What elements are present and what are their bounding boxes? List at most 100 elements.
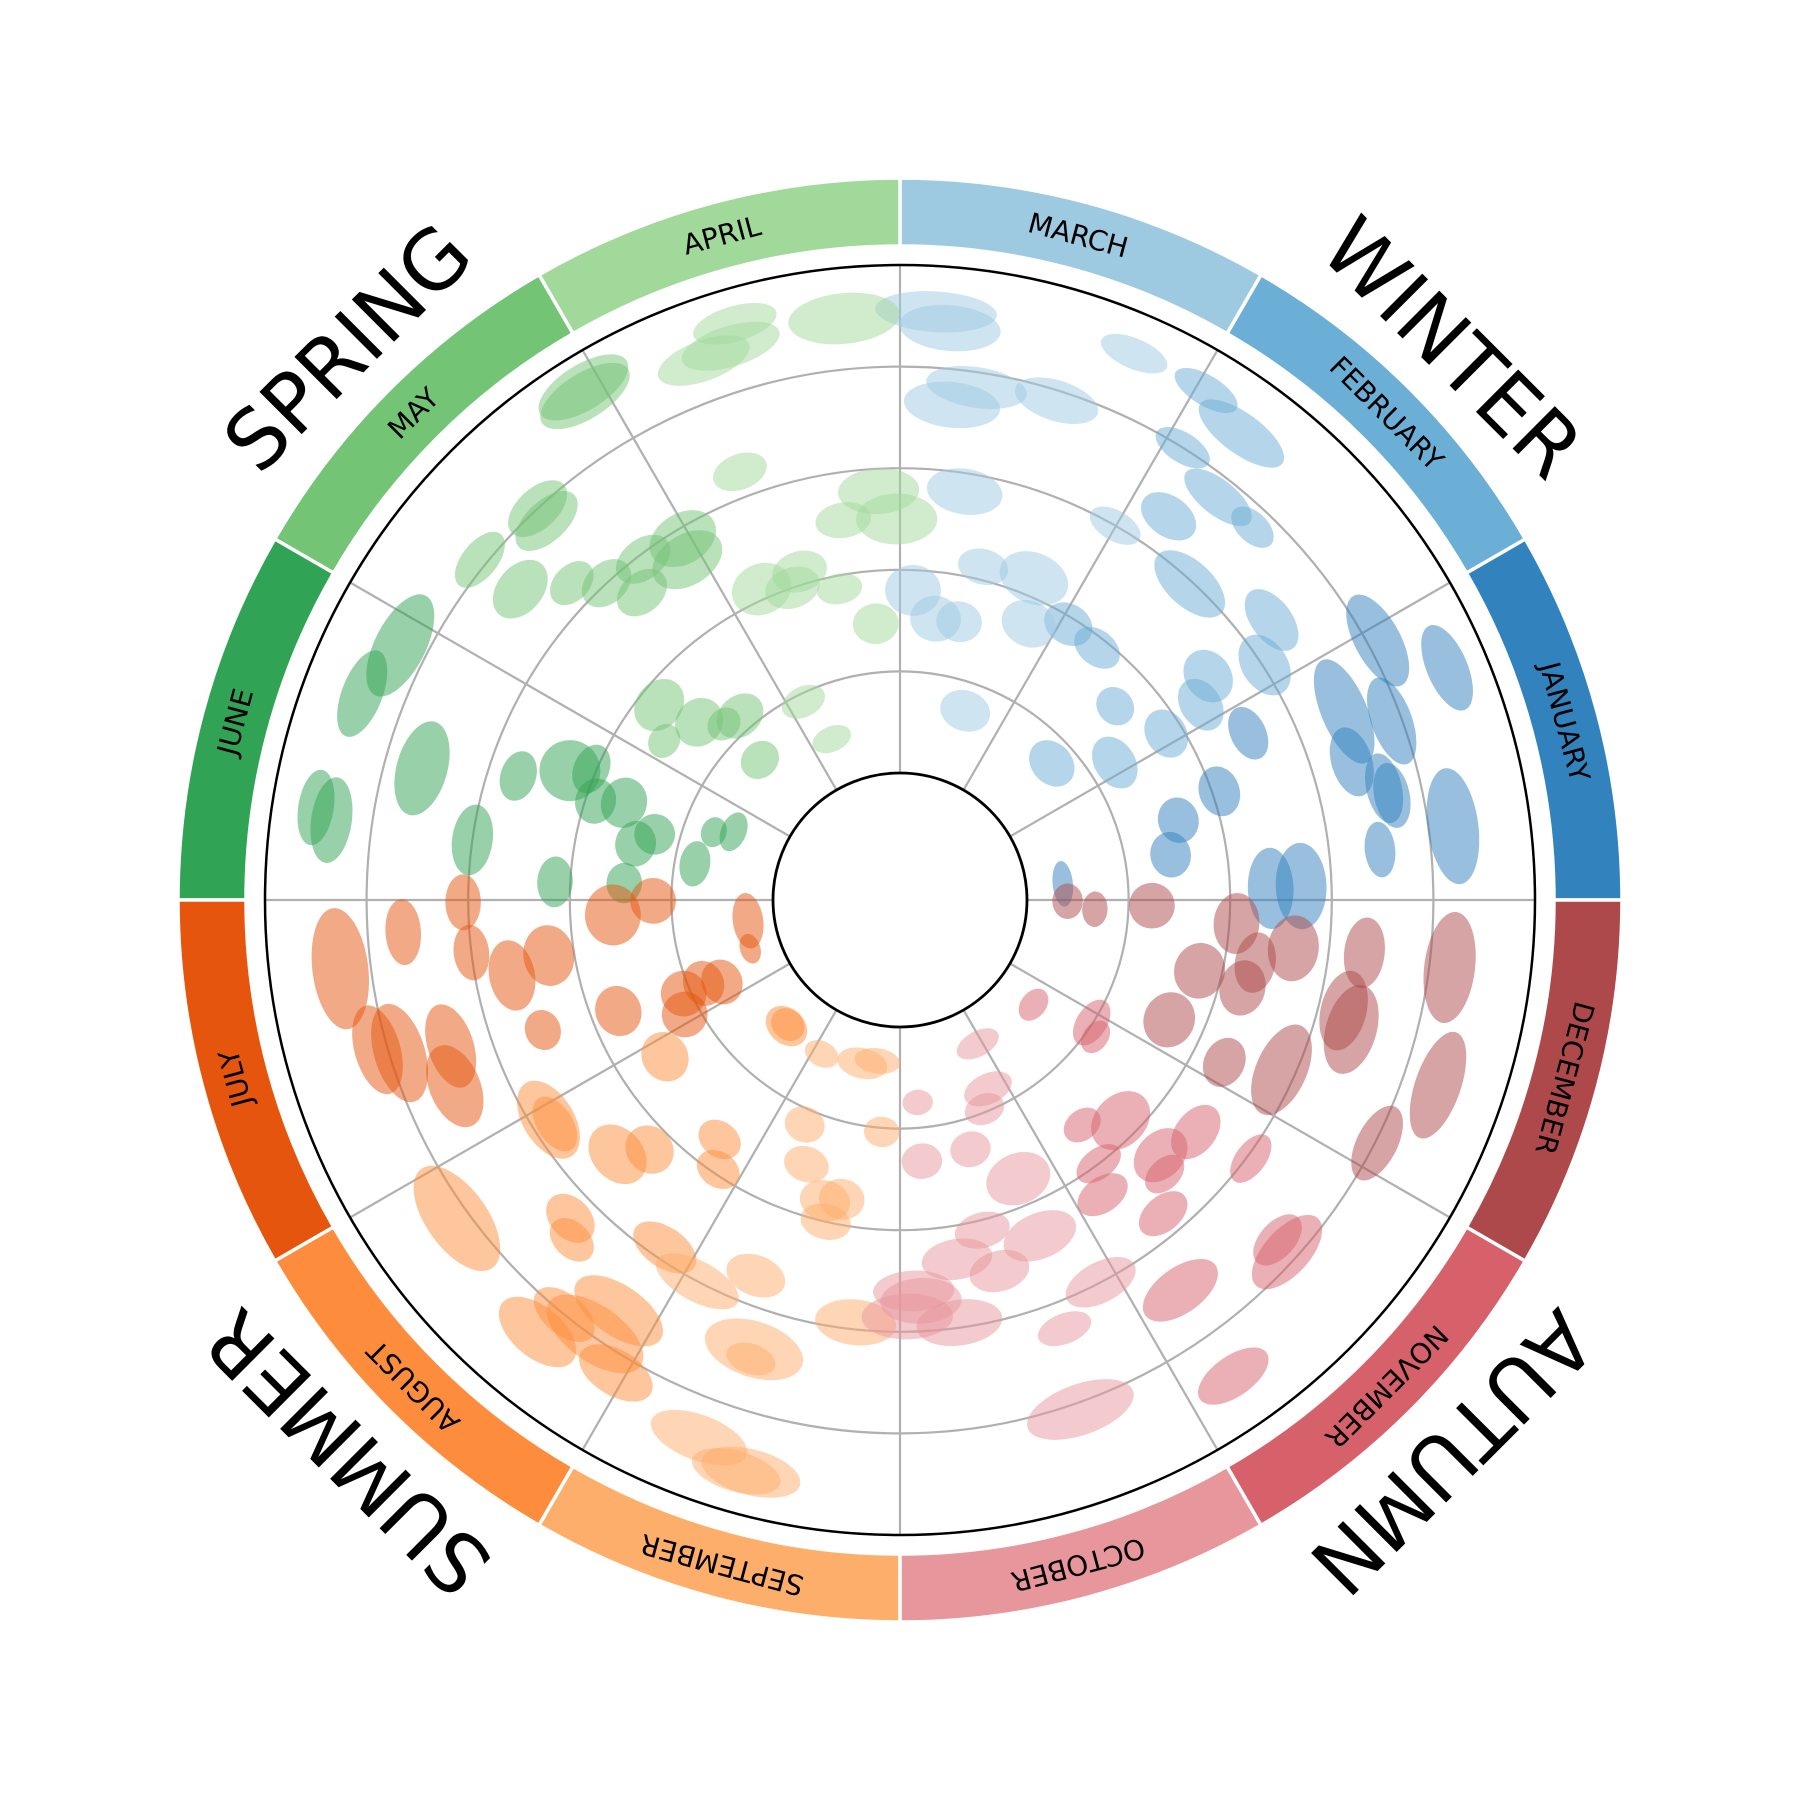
ellipse-mark <box>1319 970 1368 1051</box>
ellipse-mark <box>726 1342 776 1376</box>
ellipse-mark <box>739 933 761 964</box>
ellipse-mark <box>1052 883 1083 919</box>
ellipse-mark <box>999 551 1069 606</box>
ellipse-mark <box>1154 550 1226 618</box>
ellipse-mark <box>616 568 668 617</box>
ellipse-mark <box>1230 1134 1272 1183</box>
month-series-january <box>1052 594 1480 930</box>
ellipse-mark <box>765 566 820 610</box>
ellipse-mark <box>1251 1024 1312 1116</box>
month-segment-july <box>176 898 337 1264</box>
ellipse-mark <box>1346 594 1410 687</box>
month-series-may <box>454 354 779 779</box>
ellipse-mark <box>1198 766 1241 817</box>
ellipse-mark <box>1364 821 1396 878</box>
month-series-december <box>1052 882 1476 1181</box>
ellipse-mark <box>385 899 422 966</box>
ellipse-mark <box>964 1071 1012 1107</box>
month-series-october <box>861 1028 1136 1440</box>
ellipse-mark <box>696 1149 740 1190</box>
ellipse-mark <box>523 925 575 986</box>
ellipse-mark <box>1157 797 1199 843</box>
ellipse-mark <box>1096 686 1135 726</box>
ellipse-mark <box>453 924 490 981</box>
ellipse-mark <box>1426 768 1480 885</box>
ellipse-mark <box>1081 1020 1111 1054</box>
ellipse-mark <box>1018 988 1049 1021</box>
ellipse-mark <box>595 985 642 1037</box>
ellipse-mark <box>515 491 578 551</box>
ellipse-mark <box>579 1344 653 1402</box>
ellipse-mark <box>804 1040 839 1068</box>
ellipse-mark <box>1367 677 1417 765</box>
ellipse-mark <box>679 841 711 887</box>
ellipse-mark <box>954 1211 1010 1249</box>
ellipse-mark <box>969 1249 1030 1293</box>
ellipse-mark <box>1238 634 1291 696</box>
ellipse-mark <box>625 1125 674 1174</box>
ellipse-mark <box>863 1116 900 1148</box>
month-series-july <box>311 874 764 1128</box>
ellipse-mark <box>1231 506 1274 548</box>
ellipse-mark <box>682 960 725 1006</box>
ellipse-mark <box>394 721 450 816</box>
ellipse-mark <box>940 689 991 732</box>
ellipse-mark <box>1202 1037 1246 1087</box>
ellipse-mark <box>926 468 1003 515</box>
ellipse-marks <box>297 291 1480 1498</box>
ellipse-mark <box>574 1275 664 1347</box>
ellipse-mark <box>310 777 353 863</box>
ellipse-mark <box>1183 649 1233 703</box>
ellipse-mark <box>781 684 826 719</box>
ellipse-mark <box>1082 891 1108 927</box>
ellipse-mark <box>926 366 1027 409</box>
ellipse-mark <box>1003 1210 1077 1262</box>
ellipse-mark <box>902 1089 933 1116</box>
ellipse-mark <box>600 777 648 828</box>
month-ring: JANUARYFEBRUARYMARCHAPRILMAYJUNEJULYAUGU… <box>176 176 1624 1624</box>
ellipse-mark <box>986 1151 1051 1206</box>
ellipse-mark <box>712 452 767 492</box>
ellipse-mark <box>936 601 982 643</box>
ellipse-mark <box>657 335 750 386</box>
ellipse-mark <box>800 1203 851 1240</box>
ellipse-mark <box>426 1045 484 1128</box>
month-segment-september <box>536 1463 902 1624</box>
ellipse-mark <box>1091 1091 1151 1151</box>
ellipse-mark <box>1076 1144 1121 1184</box>
polar-frame <box>263 263 1537 1537</box>
ellipse-mark <box>1089 506 1141 545</box>
month-segment-december <box>1463 898 1624 1264</box>
ellipse-mark <box>584 884 641 946</box>
ellipse-mark <box>1253 1214 1302 1266</box>
ellipse-mark <box>499 751 537 801</box>
ellipse-mark <box>1198 1347 1269 1405</box>
ellipse-mark <box>1343 917 1385 989</box>
ellipse-mark <box>311 908 370 1030</box>
ellipse-mark <box>1037 1311 1092 1347</box>
ellipse-mark <box>549 1218 594 1262</box>
ellipse-mark <box>649 510 716 568</box>
month-segment-january <box>1463 536 1624 902</box>
ellipse-mark <box>740 740 779 779</box>
ellipse-mark <box>1143 992 1196 1048</box>
ellipse-mark <box>700 817 727 848</box>
ellipse-mark <box>1373 762 1411 828</box>
ellipse-mark <box>1014 377 1099 424</box>
ellipse-mark <box>852 603 899 645</box>
ellipse-mark <box>719 812 748 852</box>
month-segment-october <box>898 1463 1264 1624</box>
ellipse-mark <box>634 678 685 732</box>
ellipse-mark <box>533 1287 595 1342</box>
ellipse-mark <box>1063 1107 1101 1143</box>
ellipse-mark <box>1092 736 1138 789</box>
ellipse-mark <box>1144 709 1189 758</box>
ellipse-mark <box>732 893 764 949</box>
ellipse-mark <box>916 1299 1003 1347</box>
ellipse-mark <box>1138 1191 1188 1237</box>
ellipse-mark <box>854 1048 901 1074</box>
ellipse-mark <box>451 804 494 876</box>
ellipse-mark <box>648 723 681 758</box>
ellipse-mark <box>1142 1259 1218 1322</box>
